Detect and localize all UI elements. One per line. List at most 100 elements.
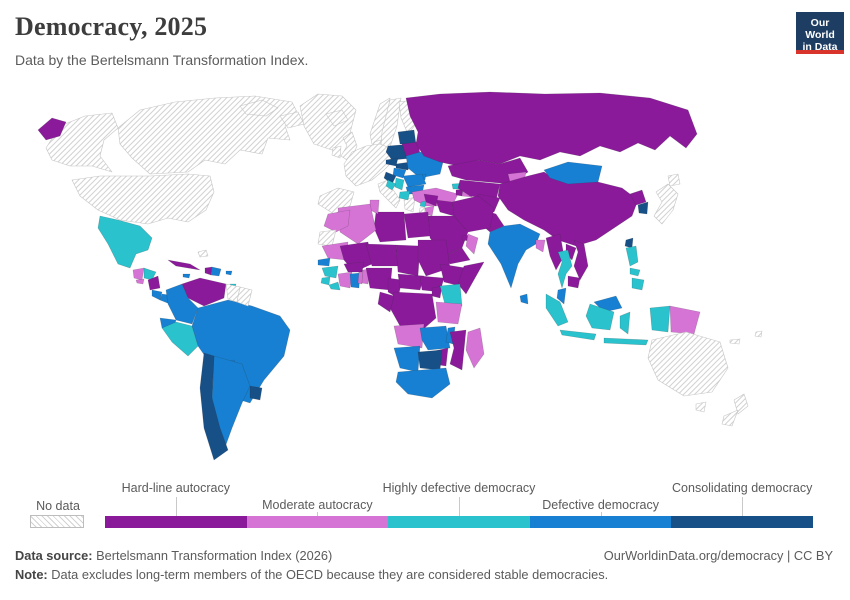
- owid-logo-line2: in Data: [802, 41, 838, 53]
- country-dominican-republic[interactable]: [210, 266, 222, 277]
- country-liberia[interactable]: [328, 281, 341, 291]
- country-niger[interactable]: [365, 243, 399, 267]
- country-malaysia[interactable]: [556, 287, 567, 305]
- country-egypt[interactable]: [403, 211, 431, 239]
- country-russia[interactable]: [405, 91, 698, 167]
- country-bahamas[interactable]: [197, 249, 209, 258]
- country-libya[interactable]: [373, 211, 407, 243]
- country-chad[interactable]: [395, 244, 421, 277]
- country-fiji[interactable]: [754, 330, 763, 338]
- country-indonesia[interactable]: [559, 329, 597, 341]
- country-mongolia[interactable]: [543, 161, 603, 185]
- country-indonesia[interactable]: [619, 311, 631, 335]
- legend-segment-defective-democracy[interactable]: [529, 516, 672, 528]
- country-japan[interactable]: [667, 173, 681, 187]
- country-japan[interactable]: [653, 183, 679, 225]
- legend-no-data-swatch[interactable]: [30, 515, 84, 528]
- country-canada[interactable]: [239, 99, 279, 117]
- country-namibia[interactable]: [393, 345, 421, 373]
- country-ireland[interactable]: [331, 145, 342, 159]
- country-new-zealand[interactable]: [721, 409, 739, 427]
- country-western-sahara[interactable]: [317, 229, 337, 247]
- country-russia-chukotka[interactable]: [37, 117, 67, 141]
- country-india[interactable]: [487, 223, 541, 289]
- country-tanzania[interactable]: [435, 301, 463, 325]
- legend-segment-moderate-autocracy[interactable]: [246, 516, 389, 528]
- country-cuba[interactable]: [167, 259, 201, 271]
- country-guatemala[interactable]: [132, 267, 145, 281]
- country-kenya[interactable]: [439, 283, 463, 309]
- legend-segment-highly-defective-democracy[interactable]: [388, 516, 530, 528]
- country-serbia[interactable]: [394, 177, 405, 191]
- country-lebanon[interactable]: [419, 200, 427, 208]
- country-indonesia[interactable]: [585, 303, 615, 331]
- country-albania-macedonia[interactable]: [398, 190, 411, 201]
- country-south-africa[interactable]: [395, 367, 451, 399]
- country-taiwan[interactable]: [624, 237, 634, 249]
- country-jamaica[interactable]: [182, 273, 191, 279]
- country-uruguay[interactable]: [249, 385, 263, 401]
- country-sierra-leone[interactable]: [320, 276, 331, 286]
- country-united-states[interactable]: [71, 173, 215, 225]
- country-senegal[interactable]: [317, 257, 331, 267]
- country-slovakia[interactable]: [395, 161, 411, 171]
- country-cambodia[interactable]: [567, 275, 581, 289]
- country-bangladesh[interactable]: [535, 239, 546, 253]
- country-central-african-republic[interactable]: [397, 273, 425, 291]
- owid-logo[interactable]: Our World in Data: [796, 12, 844, 54]
- country-chile[interactable]: [199, 352, 229, 461]
- country-hungary[interactable]: [392, 167, 407, 179]
- country-ghana[interactable]: [349, 272, 361, 289]
- country-botswana[interactable]: [417, 349, 443, 371]
- country-indonesia[interactable]: [545, 293, 569, 327]
- country-burkina-faso[interactable]: [343, 261, 365, 273]
- country-philippines[interactable]: [631, 277, 645, 291]
- country-uganda[interactable]: [431, 285, 443, 299]
- country-congo[interactable]: [377, 291, 395, 313]
- country-madagascar[interactable]: [465, 327, 485, 369]
- country-iceland[interactable]: [325, 109, 349, 127]
- country-nicaragua[interactable]: [147, 275, 161, 291]
- country-philippines[interactable]: [629, 267, 641, 277]
- country-ivory-coast[interactable]: [337, 271, 353, 289]
- country-morocco[interactable]: [323, 209, 351, 233]
- country-oman[interactable]: [465, 233, 479, 255]
- note-label: Note:: [15, 567, 48, 582]
- country-sri-lanka[interactable]: [519, 293, 529, 305]
- country-new-caledonia[interactable]: [729, 338, 741, 345]
- country-united-states[interactable]: [45, 112, 119, 173]
- owid-url-license[interactable]: OurWorldinData.org/democracy | CC BY: [603, 548, 833, 563]
- country-vietnam[interactable]: [573, 239, 589, 281]
- country-indonesia-papua[interactable]: [649, 305, 671, 333]
- country-bosnia[interactable]: [385, 179, 397, 191]
- country-syria[interactable]: [423, 193, 439, 207]
- country-myanmar[interactable]: [545, 233, 565, 271]
- country-baltic-states[interactable]: [397, 129, 417, 145]
- country-australia-tasmania[interactable]: [695, 401, 707, 413]
- country-somalia[interactable]: [457, 261, 485, 295]
- country-new-zealand[interactable]: [733, 393, 749, 415]
- country-south-korea[interactable]: [637, 201, 649, 215]
- country-mozambique[interactable]: [449, 329, 467, 371]
- legend-segment-hardline-autocracy[interactable]: [105, 516, 247, 528]
- country-zambia[interactable]: [419, 325, 451, 351]
- country-thailand[interactable]: [557, 249, 573, 289]
- country-puerto-rico[interactable]: [225, 270, 233, 276]
- country-australia[interactable]: [647, 331, 729, 397]
- country-papua-new-guinea[interactable]: [669, 305, 701, 335]
- country-angola[interactable]: [393, 323, 425, 349]
- country-canada[interactable]: [117, 95, 301, 175]
- country-peru[interactable]: [161, 321, 199, 357]
- country-iraq[interactable]: [435, 199, 455, 217]
- country-north-korea[interactable]: [629, 189, 647, 206]
- country-suriname[interactable]: [236, 286, 253, 307]
- legend-segment-consolidating-democracy[interactable]: [671, 516, 813, 528]
- country-mexico[interactable]: [97, 215, 153, 269]
- country-philippines[interactable]: [625, 245, 639, 267]
- country-indonesia[interactable]: [603, 337, 649, 346]
- country-guinea[interactable]: [321, 265, 339, 279]
- country-greece[interactable]: [403, 196, 416, 213]
- country-el-salvador[interactable]: [135, 278, 145, 285]
- country-romania[interactable]: [402, 173, 427, 188]
- country-colombia[interactable]: [165, 283, 199, 325]
